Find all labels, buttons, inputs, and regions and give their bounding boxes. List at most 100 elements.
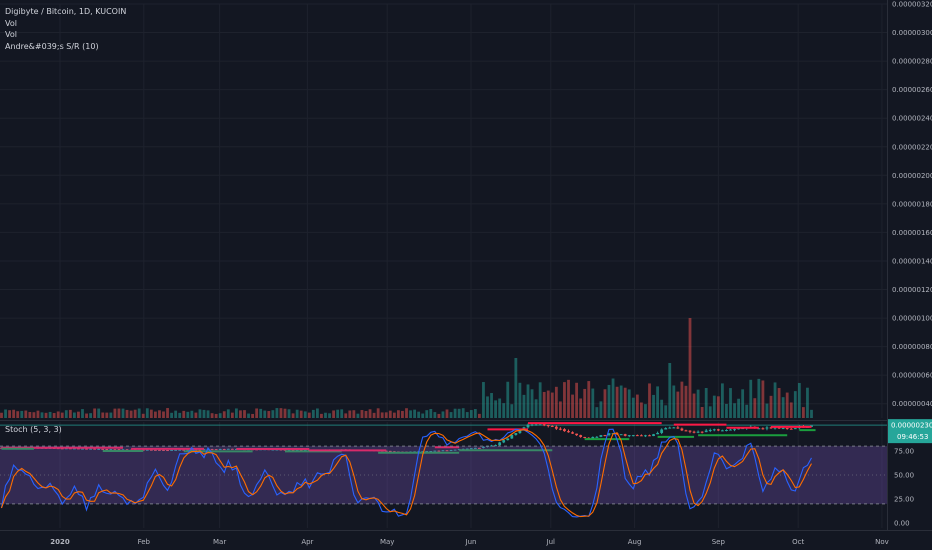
candle-body (105, 449, 109, 451)
candle-body (579, 435, 583, 437)
price-tag-box (888, 419, 932, 444)
volume-bar (291, 413, 295, 418)
candle-body (154, 449, 157, 451)
volume-bar (352, 410, 356, 418)
candle-body (546, 425, 550, 427)
volume-bar (316, 408, 319, 418)
stoch-tick-label: 75.00 (894, 447, 914, 455)
price-tick-label: 0.00000240 (892, 115, 932, 123)
volume-bar (81, 409, 84, 418)
volume-bar (534, 399, 538, 418)
volume-bar (384, 412, 388, 418)
candle-body (708, 430, 712, 432)
volume-bar (587, 381, 591, 418)
volume-bar (97, 408, 101, 418)
volume-bar (40, 412, 44, 418)
volume-bar (684, 385, 688, 418)
volume-bar (745, 404, 749, 418)
volume-bar (243, 410, 246, 418)
volume-bar (692, 393, 696, 418)
candle-body (575, 433, 578, 436)
volume-bar (60, 412, 64, 418)
candle-body (640, 435, 643, 437)
volume-bar (538, 382, 542, 418)
volume-bar (194, 412, 198, 418)
candle-body (117, 449, 121, 451)
volume-bar (571, 394, 574, 418)
volume-bar (405, 408, 408, 418)
volume-bar (141, 413, 145, 418)
stoch-legend[interactable]: Stoch (5, 3, 3) (5, 425, 62, 434)
volume-bar (656, 386, 659, 418)
candle-body (591, 436, 595, 439)
legend-volume-2[interactable]: Vol (5, 30, 17, 39)
time-tick-label: Jun (465, 538, 477, 546)
volume-bar (348, 410, 352, 418)
volume-bar (320, 413, 323, 418)
volume-bar (340, 409, 344, 418)
time-tick-label: Aug (628, 538, 642, 546)
volume-bar (761, 380, 765, 418)
volume-bar (206, 410, 210, 418)
volume-bar (457, 408, 461, 418)
candle-body (522, 427, 526, 430)
stoch-band (0, 446, 887, 504)
price-tick-label: 0.00000120 (892, 286, 932, 294)
stoch-pane (0, 428, 887, 518)
volume-bar (356, 413, 360, 418)
time-axis[interactable]: 2020 Feb Mar Apr May Jun Jul Aug Sep Oct Nov (50, 538, 889, 546)
stoch-d-line (0, 429, 812, 518)
volume-bar (64, 410, 68, 418)
volume-bar (267, 411, 271, 418)
candle-body (680, 428, 684, 431)
volume-bar (166, 408, 169, 418)
volume-bar (518, 382, 522, 418)
volume-bar (478, 413, 481, 418)
price-tick-label: 0.00000040 (892, 400, 932, 408)
volume-bar (8, 410, 11, 418)
candle-body (77, 448, 80, 450)
volume-bar (0, 412, 3, 418)
price-tick-label: 0.00000300 (892, 29, 932, 37)
candle-body (64, 448, 68, 450)
candle-body (429, 451, 433, 453)
price-axis[interactable]: 0.00000040 0.00000060 0.00000080 0.00000100… (892, 1, 932, 528)
volume-bar (672, 385, 676, 418)
volume-bar (89, 413, 92, 418)
volume-bar (668, 363, 672, 418)
volume-bar (125, 409, 129, 418)
candle-body (514, 433, 518, 435)
candle-body (672, 427, 676, 429)
volume-bar (44, 412, 48, 418)
legend-sr-indicator[interactable]: Andre&#039;s S/R (10) (5, 41, 99, 51)
candle-body (550, 425, 554, 427)
candle-body (623, 434, 627, 436)
time-tick-label: Sep (712, 538, 726, 546)
volume-bar (174, 410, 178, 418)
volume-bar (712, 395, 716, 418)
legend-symbol[interactable]: Digibyte / Bitcoin, 1D, KUCOIN (5, 7, 127, 16)
volume-bar (644, 404, 647, 418)
legend-volume-1[interactable]: Vol (5, 18, 17, 28)
candle-body (781, 428, 785, 430)
candle-body (607, 433, 611, 436)
volume-bar (154, 411, 157, 418)
volume-bar (133, 409, 137, 418)
volume-bar (332, 410, 335, 418)
volume-bar (117, 408, 121, 418)
candle-body (473, 447, 477, 449)
volume-bar (101, 412, 105, 418)
volume-bar (482, 382, 485, 418)
candle-body (93, 448, 97, 450)
volume-bar (473, 409, 477, 418)
candle-body (656, 432, 659, 435)
volume-bar (789, 402, 793, 418)
candle-body (712, 429, 716, 431)
chart-legend: Digibyte / Bitcoin, 1D, KUCOIN Vol Vol A… (5, 6, 126, 52)
volume-bar (271, 410, 275, 418)
volume-bar (202, 409, 206, 418)
volume-bar (360, 410, 364, 418)
volume-bar (530, 389, 534, 418)
candle-body (518, 429, 522, 434)
stoch-tick-label: 25.00 (894, 496, 914, 504)
